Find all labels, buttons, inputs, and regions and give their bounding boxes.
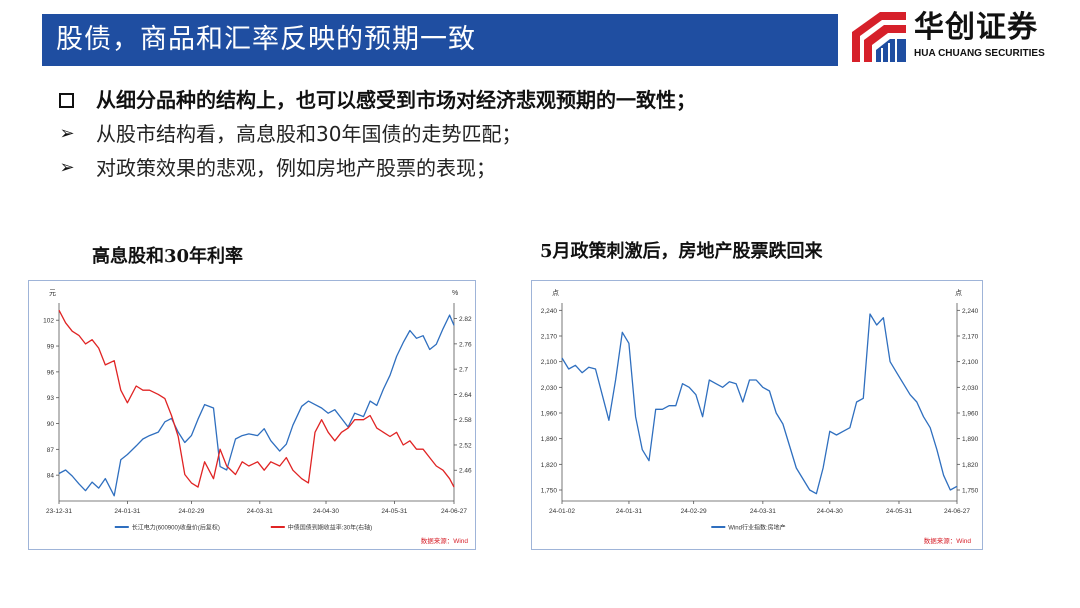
x-tick-label: 24-06-27 bbox=[944, 508, 970, 515]
x-tick-label: 24-05-31 bbox=[381, 508, 407, 515]
left-tick-label: 96 bbox=[47, 369, 55, 376]
right-tick-label: 2,240 bbox=[962, 308, 979, 315]
bullet-text: 从细分品种的结构上，也可以感受到市场对经济悲观预期的一致性； bbox=[96, 88, 696, 112]
arrow-bullet-icon: ➢ bbox=[59, 123, 75, 144]
logo-english-name: HUA CHUANG SECURITIES bbox=[914, 48, 1045, 59]
page-title: 股债，商品和汇率反映的预期一致 bbox=[56, 24, 476, 55]
chart-panel-dividend-yield: 元% 84 87 90 93 96 99 102 2.46 2.52 2.58 2.64 2.7 2.76… bbox=[28, 280, 476, 550]
title-bar: 股债，商品和汇率反映的预期一致 bbox=[42, 14, 838, 66]
left-tick-label: 1,750 bbox=[541, 488, 558, 495]
right-tick-label: 2.52 bbox=[459, 442, 472, 449]
bullet-item-stock-structure: ➢ 从股市结构看，高息股和30年国债的走势匹配； bbox=[56, 118, 1036, 152]
x-tick-label: 24-05-31 bbox=[886, 508, 912, 515]
square-bullet-icon bbox=[59, 93, 74, 108]
chart-panel-real-estate: 点 点 1,750 1,820 1,890 1,960 2,030 2,100 2,170 2,2… bbox=[531, 280, 983, 550]
right-tick-label: 2,100 bbox=[962, 359, 979, 366]
x-tick-label: 24-01-02 bbox=[549, 508, 575, 515]
left-tick-label: 99 bbox=[47, 344, 55, 351]
data-source-note: 数据来源：Wind bbox=[421, 536, 469, 545]
bullet-text: 从股市结构看，高息股和30年国债的走势匹配； bbox=[96, 122, 522, 146]
left-tick-label: 1,820 bbox=[541, 462, 558, 469]
legend-label-0: Wind行业指数:房地产 bbox=[728, 524, 785, 532]
right-tick-label: 2,030 bbox=[962, 385, 979, 392]
data-source-note: 数据来源：Wind bbox=[924, 536, 972, 545]
left-axis-unit: 元 bbox=[49, 289, 56, 297]
right-tick-label: 2.46 bbox=[459, 468, 472, 475]
left-tick-label: 2,030 bbox=[541, 385, 558, 392]
x-tick-label: 24-03-31 bbox=[750, 508, 776, 515]
right-tick-label: 1,960 bbox=[962, 411, 979, 418]
left-tick-label: 93 bbox=[47, 395, 55, 402]
legend-label-0: 长江电力(600900)收盘价(后复权) bbox=[132, 524, 220, 532]
x-tick-label: 24-04-30 bbox=[817, 508, 843, 515]
x-tick-label: 24-01-31 bbox=[114, 508, 140, 515]
left-tick-label: 1,960 bbox=[541, 411, 558, 418]
right-tick-label: 2.82 bbox=[459, 316, 472, 323]
right-tick-label: 2.76 bbox=[459, 341, 472, 348]
x-tick-label: 23-12-31 bbox=[46, 508, 72, 515]
left-tick-label: 90 bbox=[47, 421, 55, 428]
huachuang-logo-mark-icon bbox=[852, 12, 906, 62]
dividend-yield-chart: 元 % 84 87 90 93 96 99 102 2.46 2.52 2.58 2.64 2.7 2.76… bbox=[43, 289, 472, 545]
bullet-item-lead: 从细分品种的结构上，也可以感受到市场对经济悲观预期的一致性； bbox=[56, 84, 1036, 118]
left-axis-unit: 点 bbox=[552, 289, 559, 297]
bullet-item-policy-pessimism: ➢ 对政策效果的悲观，例如房地产股票的表现； bbox=[56, 152, 1036, 186]
chart-title-dividend-yield: 高息股和30年利率 bbox=[92, 246, 244, 267]
right-tick-label: 1,820 bbox=[962, 462, 979, 469]
left-tick-label: 2,100 bbox=[541, 359, 558, 366]
left-tick-label: 2,170 bbox=[541, 334, 558, 341]
left-tick-label: 84 bbox=[47, 473, 55, 480]
left-tick-label: 102 bbox=[43, 318, 54, 325]
arrow-bullet-icon: ➢ bbox=[59, 157, 75, 178]
right-tick-label: 2.7 bbox=[459, 367, 468, 374]
right-axis-unit: % bbox=[452, 290, 458, 297]
x-tick-label: 24-02-29 bbox=[178, 508, 204, 515]
right-tick-label: 2,170 bbox=[962, 334, 979, 341]
x-tick-label: 24-04-30 bbox=[313, 508, 339, 515]
right-tick-label: 1,750 bbox=[962, 488, 979, 495]
x-tick-label: 24-01-31 bbox=[616, 508, 642, 515]
left-tick-label: 87 bbox=[47, 447, 55, 454]
bullet-list: 从细分品种的结构上，也可以感受到市场对经济悲观预期的一致性； ➢ 从股市结构看，… bbox=[56, 84, 1036, 186]
bullet-text: 对政策效果的悲观，例如房地产股票的表现； bbox=[96, 156, 496, 180]
left-tick-label: 2,240 bbox=[541, 308, 558, 315]
huachuang-logo: 华创证券 HUA CHUANG SECURITIES bbox=[852, 10, 1062, 64]
right-tick-label: 1,890 bbox=[962, 436, 979, 443]
x-tick-label: 24-03-31 bbox=[247, 508, 273, 515]
left-tick-label: 1,890 bbox=[541, 436, 558, 443]
chart-title-real-estate: 5月政策刺激后，房地产股票跌回来 bbox=[540, 241, 823, 262]
right-tick-label: 2.58 bbox=[459, 417, 472, 424]
logo-chinese-name: 华创证券 bbox=[914, 10, 1038, 45]
x-tick-label: 24-02-29 bbox=[681, 508, 707, 515]
series-line-1 bbox=[58, 309, 455, 488]
right-tick-label: 2.64 bbox=[459, 392, 472, 399]
series-line-0 bbox=[58, 314, 455, 497]
right-axis-unit: 点 bbox=[955, 289, 962, 297]
series-line-0 bbox=[561, 313, 958, 495]
x-tick-label: 24-06-27 bbox=[441, 508, 467, 515]
real-estate-chart: 点 点 1,750 1,820 1,890 1,960 2,030 2,100 2,170 2,2… bbox=[541, 289, 979, 545]
legend-label-1: 中债国债到期收益率:30年(右轴) bbox=[288, 524, 372, 532]
